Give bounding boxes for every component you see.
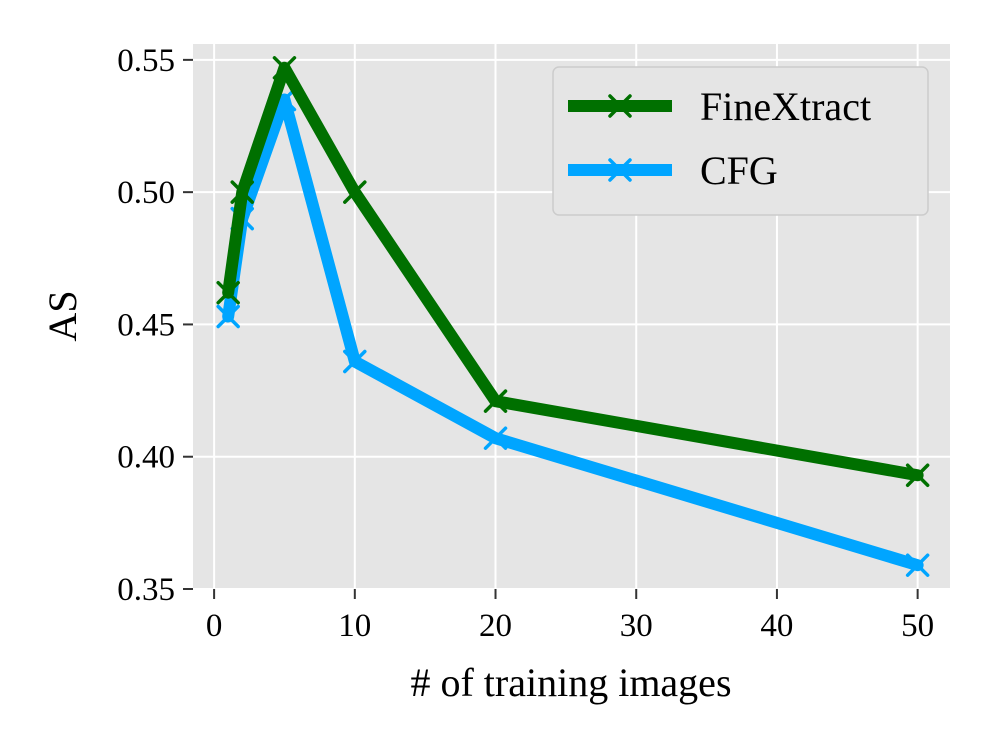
data-point-finextract — [216, 280, 240, 305]
series-finextract — [216, 56, 930, 487]
data-point-finextract — [230, 180, 254, 204]
y-tick-label: 0.45 — [117, 307, 175, 343]
x-tick-label: 20 — [479, 608, 512, 644]
y-tick-label: 0.50 — [117, 175, 175, 211]
data-point-cfg — [216, 304, 240, 329]
data-point-cfg — [343, 349, 367, 374]
x-axis-label: # of training images — [410, 660, 731, 705]
y-axis-label: AS — [40, 290, 85, 341]
legend-label: FineXtract — [700, 84, 871, 129]
x-tick-label: 0 — [206, 608, 223, 644]
data-point-finextract — [483, 389, 508, 413]
x-tick-label: 10 — [338, 608, 371, 644]
x-tick-label: 40 — [760, 608, 793, 644]
legend-marker — [608, 158, 632, 182]
legend-entry-cfg: CFG — [568, 148, 778, 193]
data-series — [216, 56, 930, 577]
axis-ticks: 0 10 20 30 40 50 0.35 0.40 0.45 0.50 0.55 — [117, 43, 934, 644]
data-point-finextract — [272, 56, 297, 80]
legend: FineXtract CFG — [552, 66, 929, 216]
data-point-cfg — [905, 553, 930, 577]
data-point-finextract — [343, 180, 367, 204]
legend-label: CFG — [700, 148, 778, 193]
data-point-cfg — [483, 426, 508, 450]
series-line-finextract — [222, 61, 924, 482]
legend-marker — [608, 94, 632, 118]
y-tick-label: 0.35 — [117, 572, 175, 608]
data-point-finextract — [905, 463, 930, 487]
x-tick-label: 30 — [620, 608, 653, 644]
x-tick-label: 50 — [901, 608, 934, 644]
legend-entry-finextract: FineXtract — [568, 84, 871, 129]
y-tick-label: 0.40 — [117, 440, 175, 476]
y-tick-label: 0.55 — [117, 43, 175, 79]
